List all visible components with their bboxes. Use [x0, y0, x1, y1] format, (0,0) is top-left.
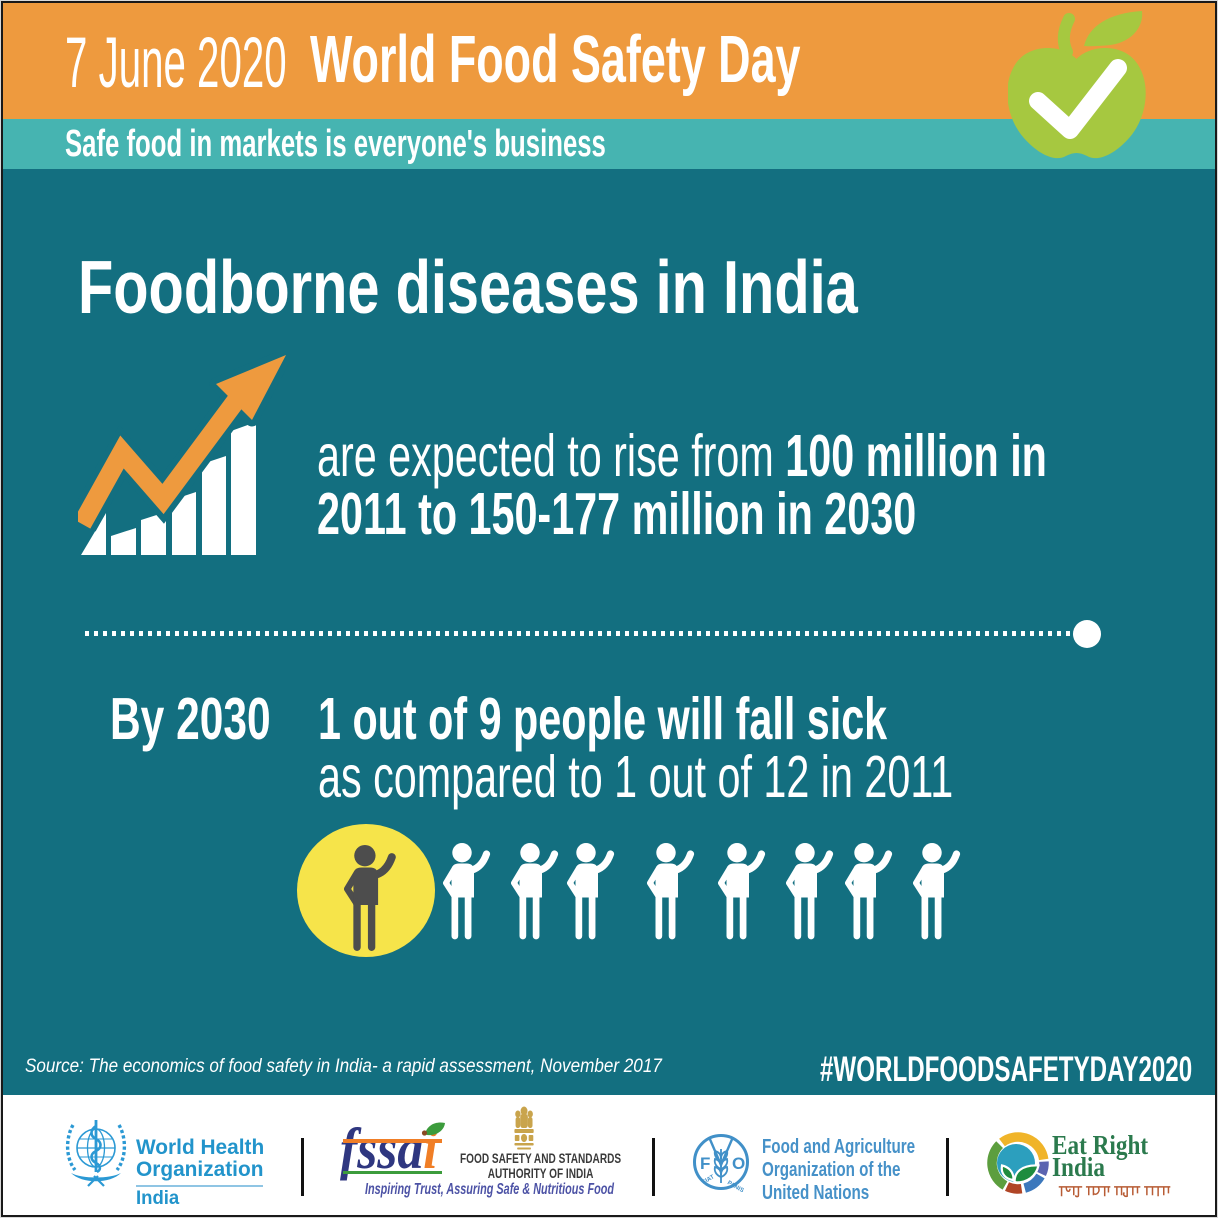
- svg-text:FIAT: FIAT: [701, 1174, 715, 1186]
- svg-text:F: F: [700, 1154, 710, 1173]
- svg-text:O: O: [732, 1154, 745, 1173]
